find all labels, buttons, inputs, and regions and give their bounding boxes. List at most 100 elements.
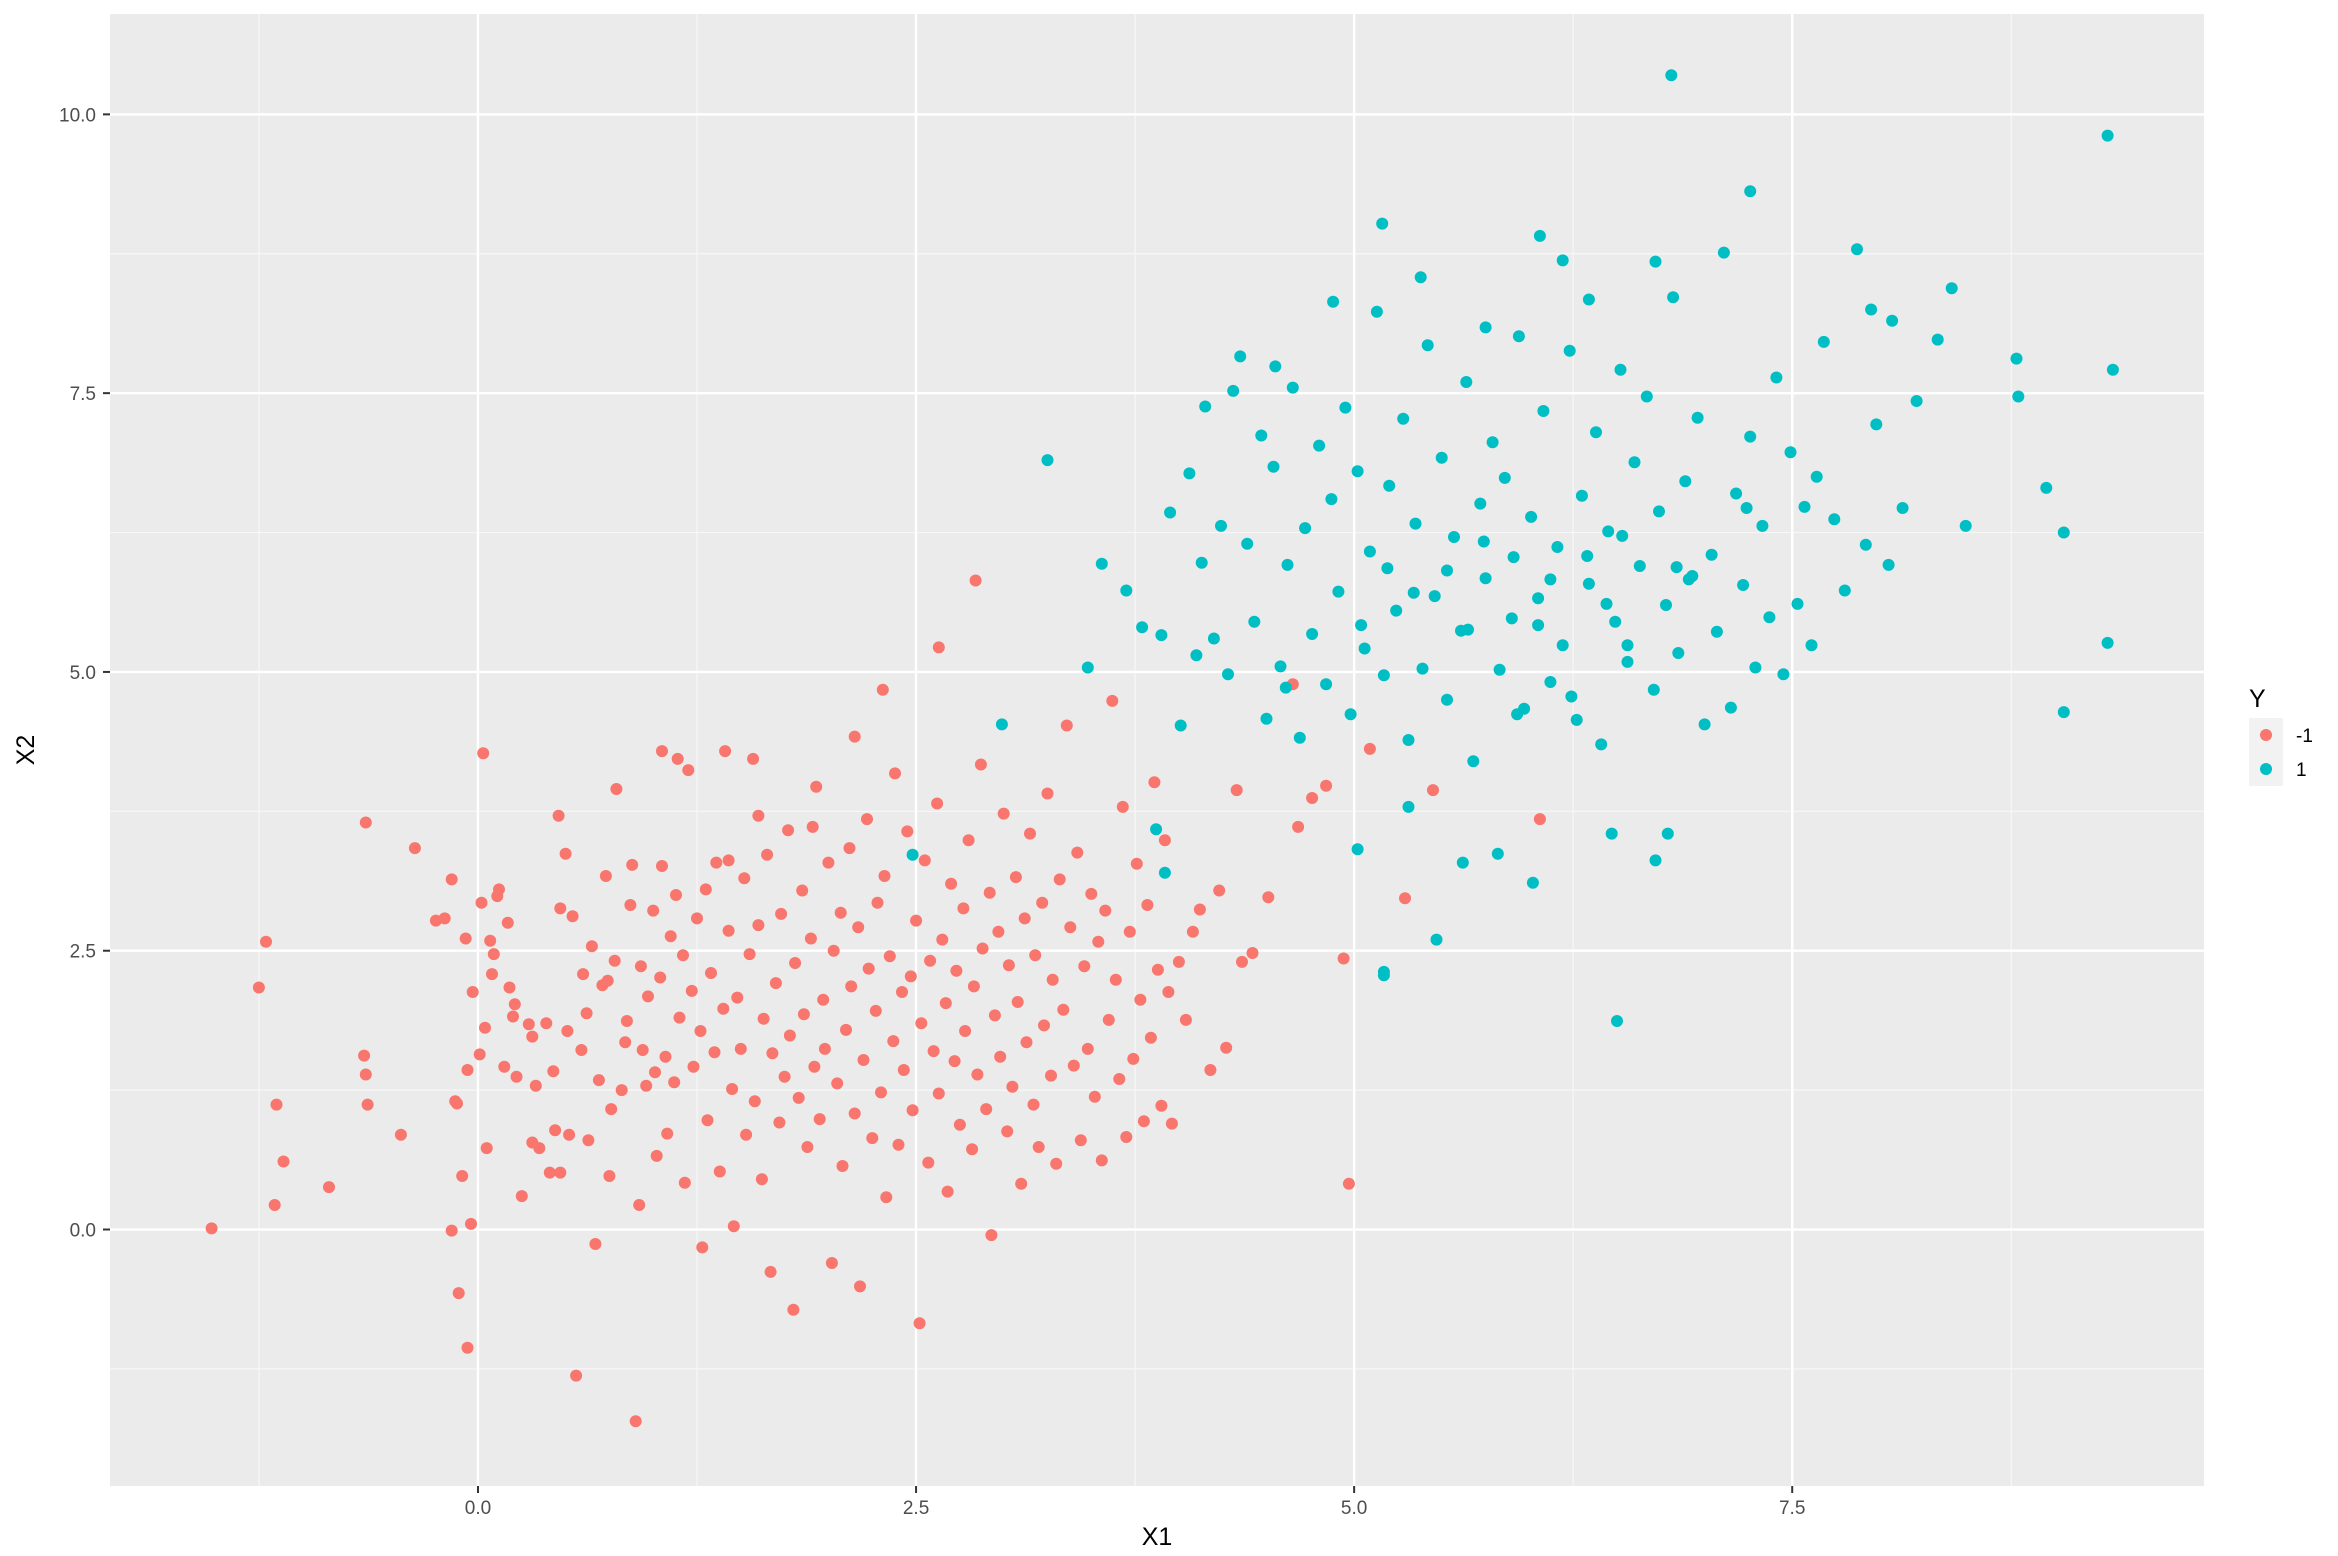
point-series-1-52 — [1441, 693, 1453, 706]
point-series-0-196 — [967, 980, 980, 993]
point-series-0-29 — [479, 1021, 491, 1034]
point-series-0-244 — [1120, 1131, 1133, 1143]
legend-key-pos1 — [2260, 763, 2272, 775]
point-series-0-92 — [664, 930, 677, 943]
point-series-0-124 — [757, 1012, 770, 1025]
point-series-1-111 — [1838, 584, 1851, 597]
point-series-1-155 — [1865, 303, 1878, 316]
point-series-0-138 — [797, 1008, 810, 1021]
point-series-0-157 — [854, 1280, 866, 1293]
point-series-1-73 — [1575, 489, 1588, 502]
point-series-0-61 — [577, 968, 590, 981]
point-series-1-77 — [1602, 525, 1615, 538]
point-series-1-138 — [1526, 876, 1539, 889]
point-series-0-151 — [836, 1160, 849, 1172]
point-series-0-30 — [480, 1142, 493, 1155]
point-series-1-122 — [2012, 390, 2025, 403]
point-series-1-118 — [1931, 333, 1944, 346]
point-series-0-3 — [270, 1098, 283, 1111]
point-series-0-286 — [806, 820, 819, 833]
point-series-0-51 — [549, 1124, 562, 1137]
point-series-0-68 — [599, 870, 612, 882]
point-series-0-8 — [358, 1049, 371, 1062]
point-series-0-41 — [510, 1070, 523, 1083]
point-series-1-131 — [1376, 217, 1389, 230]
point-series-0-6 — [323, 1181, 335, 1194]
point-series-0-93 — [668, 1076, 681, 1089]
point-series-0-36 — [498, 1060, 511, 1073]
point-series-1-173 — [1810, 470, 1823, 483]
point-series-0-283 — [656, 745, 668, 758]
point-series-0-37 — [501, 916, 514, 929]
point-series-1-8 — [1155, 629, 1168, 642]
point-series-0-78 — [626, 858, 639, 871]
point-series-0-161 — [866, 1132, 879, 1145]
point-series-0-266 — [1236, 955, 1248, 968]
point-series-0-204 — [992, 925, 1005, 938]
point-series-1-159 — [1441, 564, 1453, 577]
point-series-1-56 — [1467, 755, 1480, 768]
point-series-0-220 — [1038, 1019, 1050, 1032]
point-series-0-253 — [1151, 963, 1164, 976]
point-series-0-125 — [761, 848, 774, 861]
point-series-0-249 — [1137, 1115, 1150, 1128]
point-series-0-72 — [608, 954, 621, 967]
point-series-0-212 — [1015, 1177, 1028, 1190]
point-series-0-63 — [582, 1134, 595, 1147]
point-series-1-102 — [1763, 611, 1776, 624]
point-series-0-287 — [722, 854, 735, 867]
point-series-1-86 — [1660, 599, 1672, 611]
x-axis-ticks: 0.0 2.5 5.0 7.5 — [465, 1486, 1805, 1519]
point-series-0-105 — [701, 1114, 714, 1127]
point-series-0-227 — [1060, 719, 1073, 732]
point-series-0-254 — [1155, 1099, 1168, 1112]
point-series-1-154 — [1649, 255, 1662, 268]
point-series-1-141 — [1661, 827, 1674, 840]
point-series-1-149 — [1649, 854, 1662, 867]
point-series-0-38 — [503, 981, 516, 994]
point-series-0-73 — [610, 783, 623, 795]
point-series-0-207 — [1001, 1125, 1014, 1138]
point-series-1-44 — [1390, 604, 1403, 617]
point-series-0-234 — [1085, 887, 1098, 900]
point-series-1-25 — [1267, 460, 1280, 473]
point-series-0-50 — [547, 1065, 560, 1078]
point-series-0-123 — [755, 1173, 768, 1186]
point-series-0-261 — [1193, 903, 1206, 916]
point-series-0-184 — [932, 1087, 945, 1100]
point-series-0-208 — [1002, 959, 1015, 972]
point-series-1-53 — [1448, 531, 1460, 543]
point-series-0-116 — [734, 1042, 747, 1055]
point-series-0-188 — [945, 877, 958, 890]
point-series-0-70 — [603, 1170, 616, 1182]
point-series-0-267 — [1246, 947, 1259, 959]
point-series-0-101 — [691, 912, 703, 925]
point-series-1-83 — [1640, 390, 1653, 403]
point-series-1-71 — [1563, 344, 1576, 357]
point-series-0-81 — [634, 960, 647, 973]
point-series-1-38 — [1351, 465, 1364, 478]
point-series-0-56 — [561, 1025, 574, 1037]
point-series-1-9 — [1158, 866, 1171, 879]
point-series-0-108 — [710, 856, 723, 869]
point-series-1-103 — [1770, 371, 1783, 384]
point-series-0-95 — [673, 1011, 686, 1024]
point-series-0-216 — [1027, 1098, 1040, 1111]
point-series-0-262 — [1204, 1064, 1217, 1076]
point-series-1-129 — [1665, 69, 1678, 82]
point-series-1-106 — [1791, 597, 1804, 610]
point-series-1-87 — [1667, 291, 1680, 304]
point-series-0-103 — [696, 1241, 709, 1254]
point-series-0-139 — [801, 1141, 814, 1153]
point-series-0-84 — [642, 990, 654, 1003]
point-series-1-51 — [1435, 451, 1448, 464]
point-series-0-7 — [359, 816, 372, 829]
point-series-0-221 — [1041, 787, 1054, 800]
point-series-1-66 — [1532, 592, 1545, 605]
point-series-1-68 — [1544, 676, 1557, 688]
point-series-0-250 — [1141, 899, 1154, 911]
point-series-0-136 — [792, 1091, 805, 1104]
point-series-1-61 — [1498, 471, 1511, 484]
point-series-0-46 — [529, 1079, 542, 1092]
point-series-0-9 — [359, 1068, 372, 1081]
